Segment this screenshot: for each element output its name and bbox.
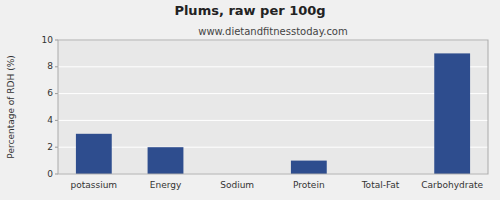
y-axis: 0 2 4 6 8 10 xyxy=(42,35,488,179)
grid-line xyxy=(58,66,488,67)
bars xyxy=(76,53,470,174)
y-tick-label: 0 xyxy=(47,169,53,179)
chart-container: 0 2 4 6 8 10 potassium Energy Sodium Protein Total… xyxy=(0,0,500,200)
grid-line xyxy=(58,120,488,121)
x-tick-label: Protein xyxy=(293,180,325,190)
x-tick-label: Energy xyxy=(150,180,182,190)
bar xyxy=(148,147,184,174)
plot-frame xyxy=(58,40,488,174)
y-tick-label: 10 xyxy=(42,35,54,45)
y-tick-label: 2 xyxy=(47,142,53,152)
x-tick-label: Sodium xyxy=(220,180,254,190)
plot-area xyxy=(58,40,488,174)
y-axis-label: Percentage of RDH (%) xyxy=(6,55,16,158)
grid-line xyxy=(58,147,488,148)
bar xyxy=(291,161,327,174)
x-tick-label: Total-Fat xyxy=(361,180,400,190)
chart-svg: 0 2 4 6 8 10 potassium Energy Sodium Protein Total… xyxy=(0,0,500,200)
bar xyxy=(434,53,470,174)
y-tick-label: 6 xyxy=(47,88,53,98)
x-tick-label: potassium xyxy=(71,180,118,190)
y-tick-label: 4 xyxy=(47,115,53,125)
grid-line xyxy=(58,93,488,94)
title: Plums, raw per 100g xyxy=(174,3,325,18)
bar xyxy=(76,134,112,174)
x-tick-label: Carbohydrate xyxy=(421,180,483,190)
x-axis: potassium Energy Sodium Protein Total-Fat Car… xyxy=(71,180,484,190)
subtitle: www.dietandfitnesstoday.com xyxy=(198,26,347,37)
y-tick-label: 8 xyxy=(47,61,53,71)
